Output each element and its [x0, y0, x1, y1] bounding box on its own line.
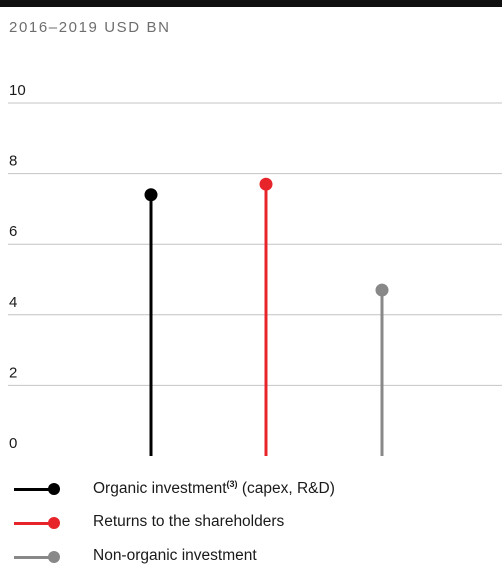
legend-item-returns-to-shareholders: Returns to the shareholders: [0, 512, 502, 534]
legend-line-organic-investment: [14, 488, 54, 491]
chart-subtitle: 2016–2019 USD BN: [9, 19, 171, 36]
y-tick-label-8: 8: [9, 153, 17, 170]
lollipop-chart: 0 2 4 6 8 10: [8, 82, 502, 456]
legend-line-non-organic-investment: [14, 556, 54, 559]
point-non-organic-investment: [375, 283, 389, 297]
legend-item-non-organic-investment: Non-organic investment: [0, 546, 502, 568]
y-tick-label-4: 4: [9, 294, 17, 311]
y-tick-labels: 0 2 4 6 8 10: [9, 82, 26, 452]
point-organic-investment: [144, 188, 158, 202]
legend-label-non-organic-investment: Non-organic investment: [93, 547, 257, 564]
point-returns-to-the-shareholders: [259, 177, 273, 191]
grid-lines: [8, 102, 502, 386]
legend-dot-returns-to-shareholders: [48, 517, 60, 529]
top-rule: [0, 0, 502, 7]
y-tick-label-0: 0: [9, 435, 17, 452]
y-tick-label-10: 10: [9, 82, 26, 99]
legend-label-returns-to-shareholders: Returns to the shareholders: [93, 513, 285, 530]
y-tick-label-2: 2: [9, 364, 17, 381]
legend-dot-organic-investment: [48, 483, 60, 495]
y-tick-label-6: 6: [9, 223, 17, 240]
legend-item-organic-investment: Organic investment(3) (capex, R&D): [0, 478, 502, 500]
legend-dot-non-organic-investment: [48, 551, 60, 563]
lollipop-stems: [144, 177, 389, 456]
legend-label-organic-investment: Organic investment(3) (capex, R&D): [93, 479, 335, 497]
legend-line-returns-to-shareholders: [14, 522, 54, 525]
